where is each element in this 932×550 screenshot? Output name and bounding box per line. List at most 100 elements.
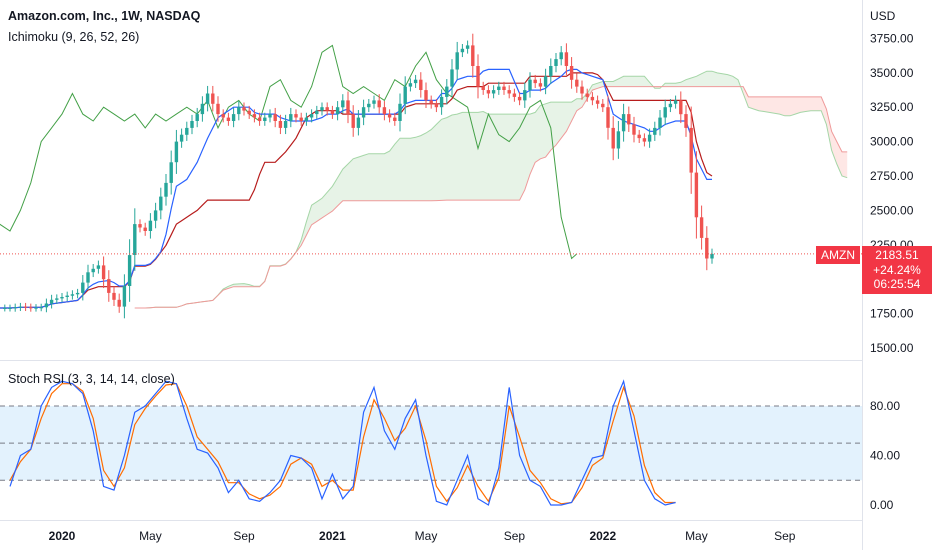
candle-body[interactable]	[341, 100, 345, 108]
candle-body[interactable]	[44, 303, 49, 308]
candle-body[interactable]	[372, 100, 376, 104]
candle-body[interactable]	[320, 107, 324, 111]
candle-body[interactable]	[611, 127, 615, 149]
candle-body[interactable]	[278, 121, 283, 128]
candle-body[interactable]	[439, 96, 444, 108]
candle-body[interactable]	[127, 255, 132, 286]
candle-body[interactable]	[247, 110, 251, 115]
candle-body[interactable]	[221, 114, 225, 118]
candle-body[interactable]	[590, 96, 595, 101]
candle-body[interactable]	[538, 83, 543, 87]
candle-body[interactable]	[699, 217, 704, 238]
candle-body[interactable]	[34, 307, 38, 309]
candle-body[interactable]	[252, 114, 257, 118]
candle-body[interactable]	[554, 59, 558, 66]
candle-body[interactable]	[445, 86, 449, 97]
candle-body[interactable]	[346, 100, 350, 115]
candle-body[interactable]	[559, 52, 563, 60]
candle-body[interactable]	[179, 134, 184, 142]
candle-body[interactable]	[450, 69, 454, 87]
candle-body[interactable]	[231, 114, 236, 121]
candle-body[interactable]	[185, 127, 189, 135]
candle-body[interactable]	[637, 134, 641, 139]
candle-body[interactable]	[273, 114, 277, 121]
candle-body[interactable]	[486, 90, 491, 94]
candle-body[interactable]	[616, 131, 621, 149]
candle-body[interactable]	[164, 182, 168, 197]
candle-body[interactable]	[393, 117, 397, 121]
candle-body[interactable]	[351, 114, 355, 128]
candle-body[interactable]	[491, 90, 496, 94]
candle-body[interactable]	[289, 114, 293, 121]
candle-body[interactable]	[205, 93, 210, 104]
candle-body[interactable]	[211, 93, 215, 104]
candle-body[interactable]	[569, 66, 574, 80]
candle-body[interactable]	[455, 52, 459, 70]
candle-body[interactable]	[523, 90, 527, 101]
candle-body[interactable]	[424, 90, 428, 101]
candle-body[interactable]	[673, 100, 678, 104]
candle-body[interactable]	[658, 117, 662, 128]
candle-body[interactable]	[13, 307, 17, 309]
candle-body[interactable]	[471, 45, 475, 66]
candle-body[interactable]	[575, 79, 579, 87]
candle-body[interactable]	[29, 307, 33, 309]
candle-body[interactable]	[107, 279, 111, 293]
candle-body[interactable]	[507, 90, 511, 94]
candle-body[interactable]	[242, 107, 246, 111]
candle-body[interactable]	[632, 124, 636, 135]
candle-body[interactable]	[502, 86, 506, 90]
candle-body[interactable]	[679, 100, 683, 115]
candle-body[interactable]	[465, 45, 470, 49]
candle-body[interactable]	[226, 117, 231, 121]
candle-body[interactable]	[481, 86, 485, 90]
candle-body[interactable]	[434, 103, 439, 108]
candle-body[interactable]	[606, 107, 610, 128]
candle-body[interactable]	[512, 93, 517, 97]
candle-body[interactable]	[595, 100, 600, 104]
candle-body[interactable]	[621, 114, 626, 132]
candle-body[interactable]	[413, 79, 418, 84]
candle-body[interactable]	[549, 66, 553, 77]
candle-body[interactable]	[143, 227, 147, 231]
candle-body[interactable]	[133, 224, 137, 255]
candle-body[interactable]	[18, 306, 23, 308]
candle-body[interactable]	[153, 210, 158, 221]
candle-body[interactable]	[497, 86, 501, 90]
candle-body[interactable]	[96, 265, 101, 269]
candle-body[interactable]	[668, 103, 673, 108]
candle-body[interactable]	[315, 110, 319, 115]
candle-body[interactable]	[429, 100, 433, 104]
candle-body[interactable]	[653, 127, 657, 135]
candle-body[interactable]	[627, 114, 631, 125]
candle-body[interactable]	[517, 96, 522, 101]
candle-body[interactable]	[283, 121, 288, 128]
candle-body[interactable]	[304, 117, 309, 121]
candle-body[interactable]	[325, 107, 329, 111]
candle-body[interactable]	[70, 294, 75, 296]
candle-body[interactable]	[65, 295, 69, 297]
candle-body[interactable]	[647, 134, 652, 142]
stoch-rsi-label[interactable]: Stoch RSI (3, 3, 14, 14, close)	[8, 372, 175, 386]
candle-body[interactable]	[91, 268, 95, 273]
candle-body[interactable]	[419, 79, 423, 90]
candle-body[interactable]	[367, 103, 371, 108]
candle-body[interactable]	[169, 162, 173, 183]
candle-body[interactable]	[55, 298, 59, 300]
candle-body[interactable]	[23, 306, 28, 308]
candle-body[interactable]	[299, 117, 303, 121]
candle-body[interactable]	[330, 110, 335, 115]
candle-body[interactable]	[684, 114, 688, 128]
candle-body[interactable]	[387, 114, 392, 118]
candle-body[interactable]	[533, 79, 537, 84]
candle-body[interactable]	[528, 79, 532, 90]
candle-body[interactable]	[408, 83, 413, 87]
candle-body[interactable]	[174, 141, 179, 163]
candle-body[interactable]	[81, 282, 85, 293]
candle-body[interactable]	[122, 286, 127, 307]
candle-body[interactable]	[476, 66, 480, 87]
candle-body[interactable]	[75, 292, 80, 295]
candle-body[interactable]	[585, 93, 589, 97]
candle-body[interactable]	[689, 127, 693, 173]
candle-body[interactable]	[8, 308, 12, 309]
